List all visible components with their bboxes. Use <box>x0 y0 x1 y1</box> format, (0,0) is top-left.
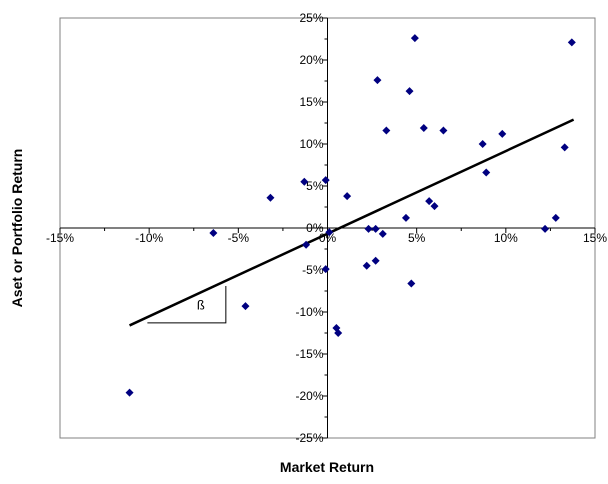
y-tick-label: 25% <box>299 11 323 25</box>
data-point <box>478 140 487 148</box>
y-tick-label: 10% <box>299 137 323 151</box>
data-point <box>302 240 311 249</box>
data-point <box>300 177 309 186</box>
beta-triangle-group: ß <box>147 285 227 324</box>
data-point <box>241 302 250 311</box>
data-point <box>560 143 569 152</box>
data-points <box>125 34 576 397</box>
y-tick-label: -25% <box>295 431 323 445</box>
x-tick-label: 5% <box>408 231 426 245</box>
y-tick-label: -5% <box>302 263 324 277</box>
data-point <box>425 197 434 206</box>
data-point <box>362 261 371 270</box>
y-tick-label: -20% <box>295 389 323 403</box>
x-tick-label: -5% <box>228 231 250 245</box>
data-point <box>401 213 410 222</box>
y-axis-title: Aset or Portfolio Return <box>9 149 25 308</box>
data-point <box>378 229 387 238</box>
data-point <box>419 124 428 133</box>
data-point <box>371 256 380 265</box>
data-point <box>321 265 330 274</box>
data-point <box>498 129 507 138</box>
data-point <box>266 193 275 202</box>
beta-label: ß <box>197 297 205 312</box>
y-tick-label: 20% <box>299 53 323 67</box>
data-point <box>407 279 416 288</box>
data-point <box>410 34 419 43</box>
y-tick-labels: 25% 20% 15% 10% 5% 0% -5% -10% -15% -20% -25% <box>295 11 323 445</box>
data-point <box>209 229 218 238</box>
beta-triangle <box>147 285 227 324</box>
y-tick-label: -10% <box>295 305 323 319</box>
x-tick-label: 15% <box>583 231 607 245</box>
y-tick-label: 15% <box>299 95 323 109</box>
data-point <box>373 76 382 85</box>
data-point <box>343 192 352 201</box>
y-tick-label: 5% <box>306 179 324 193</box>
x-tick-label: -15% <box>46 231 74 245</box>
regression-line-group <box>129 118 575 327</box>
y-tick-label: 0% <box>306 221 324 235</box>
data-point <box>482 168 491 177</box>
y-tick-label: -15% <box>295 347 323 361</box>
data-point <box>364 224 373 233</box>
x-tick-label: -10% <box>135 231 163 245</box>
regression-line <box>129 118 575 327</box>
data-point <box>371 224 380 233</box>
axes <box>59 17 596 439</box>
data-point <box>541 224 550 233</box>
data-point <box>551 213 560 222</box>
data-point <box>430 202 439 211</box>
data-point <box>382 126 391 135</box>
data-point <box>125 388 134 397</box>
data-point <box>405 87 414 96</box>
x-axis-title: Market Return <box>280 459 374 475</box>
data-point <box>439 126 448 135</box>
data-point <box>321 176 330 185</box>
data-point <box>334 329 343 337</box>
x-tick-label: 10% <box>494 231 518 245</box>
data-point <box>325 228 334 237</box>
data-point <box>567 38 576 47</box>
